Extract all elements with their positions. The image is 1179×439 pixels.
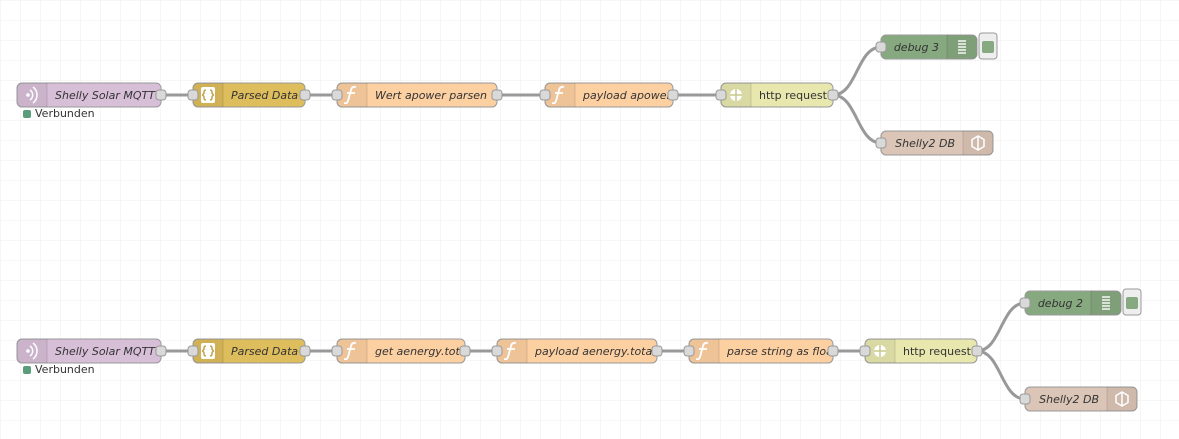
node-label: get aenergy.total: [375, 345, 470, 358]
icon: [503, 341, 517, 361]
wire: [832, 93, 882, 145]
icon: [201, 345, 215, 357]
input-port: [491, 345, 503, 357]
input-port: [875, 41, 887, 53]
node-label: payload apower: [582, 89, 672, 102]
node-label: Shelly2 DB: [895, 137, 955, 150]
output-port: [155, 345, 167, 357]
node[interactable]: Parsed Data: [187, 338, 311, 364]
input-port: [859, 345, 871, 357]
output-port: [299, 89, 311, 101]
node[interactable]: Wert apower parsen: [331, 82, 503, 108]
icon: [695, 341, 709, 361]
node[interactable]: Parsed Data: [187, 82, 311, 108]
wire: [976, 301, 1026, 353]
node-icon-area: [337, 83, 367, 107]
node-label: http request: [759, 89, 828, 102]
node-label: Shelly Solar MQTT: [55, 89, 156, 102]
input-port: [539, 89, 551, 101]
input-port: [331, 89, 343, 101]
icon: [730, 89, 742, 101]
node-label: debug 2: [1038, 297, 1083, 310]
output-port: [491, 89, 503, 101]
icon: [551, 85, 565, 105]
node[interactable]: debug 2: [1019, 288, 1142, 316]
node[interactable]: payload apower: [539, 82, 679, 108]
wire: [832, 45, 882, 97]
status-dot: [23, 366, 31, 374]
node[interactable]: Shelly2 DB: [1019, 386, 1138, 412]
node-label: Shelly2 DB: [1039, 393, 1099, 406]
input-port: [715, 89, 727, 101]
node-label: Parsed Data: [231, 89, 298, 102]
input-port: [875, 137, 887, 149]
output-port: [971, 345, 983, 357]
node[interactable]: get aenergy.total: [331, 338, 471, 364]
wire: [976, 349, 1026, 401]
debug-toggle-fill: [1126, 297, 1138, 309]
input-port: [187, 345, 199, 357]
icon: [26, 93, 30, 97]
input-port: [1019, 393, 1031, 405]
output-port: [459, 345, 471, 357]
icon: [26, 349, 30, 353]
node-icon-area: [337, 339, 367, 363]
output-port: [651, 345, 663, 357]
node-icon-area: [545, 83, 575, 107]
node-label: debug 3: [894, 41, 939, 54]
icon: [201, 89, 215, 101]
icon: [343, 341, 357, 361]
node-icon-area: [497, 339, 527, 363]
node[interactable]: Shelly2 DB: [875, 130, 994, 156]
icon: [874, 345, 886, 357]
node[interactable]: debug 3: [875, 32, 998, 60]
node-label: payload aenergy.total: [534, 345, 655, 358]
icon: [29, 342, 38, 360]
icon: [29, 86, 38, 104]
status-text: Verbunden: [35, 107, 95, 120]
icon: [971, 135, 985, 151]
node-label: http request: [903, 345, 972, 358]
icon: [1115, 391, 1129, 407]
node-icon-area: [689, 339, 719, 363]
output-port: [827, 345, 839, 357]
node[interactable]: http request: [715, 82, 839, 108]
node-label: Shelly Solar MQTT: [55, 345, 156, 358]
output-port: [299, 345, 311, 357]
output-port: [827, 89, 839, 101]
node[interactable]: Shelly Solar MQTT Verbunden: [16, 82, 167, 120]
node-label: parse string as float: [726, 345, 838, 358]
input-port: [683, 345, 695, 357]
icon: [343, 85, 357, 105]
node[interactable]: parse string as float: [683, 338, 839, 364]
node[interactable]: http request: [859, 338, 983, 364]
node[interactable]: Shelly Solar MQTT Verbunden: [16, 338, 167, 376]
status-dot: [23, 110, 31, 118]
input-port: [1019, 297, 1031, 309]
node-label: Parsed Data: [231, 345, 298, 358]
output-port: [667, 89, 679, 101]
input-port: [331, 345, 343, 357]
node[interactable]: payload aenergy.total: [491, 338, 663, 364]
debug-toggle-fill: [982, 41, 994, 53]
node-label: Wert apower parsen: [375, 89, 487, 102]
input-port: [187, 89, 199, 101]
status-text: Verbunden: [35, 363, 95, 376]
nodes: Shelly Solar MQTT Verbunden Parsed Data Wer…: [16, 32, 1142, 412]
output-port: [155, 89, 167, 101]
